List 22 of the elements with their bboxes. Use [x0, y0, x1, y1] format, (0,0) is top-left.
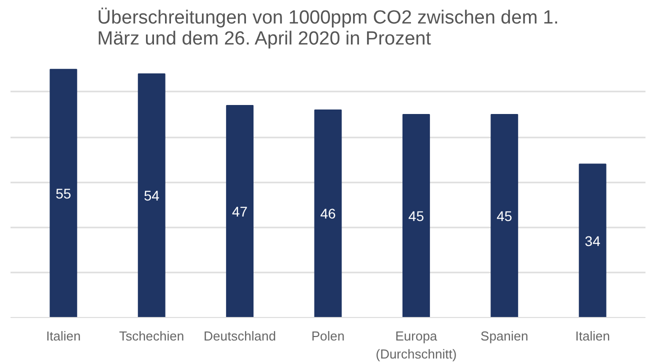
bar [490, 114, 518, 318]
x-tick-label: Italien [46, 328, 81, 344]
data-label: 45 [496, 208, 512, 224]
x-tick-label: Italien [575, 328, 610, 344]
bar [578, 164, 606, 318]
bar [226, 104, 254, 318]
x-tick-label: Deutschland [204, 328, 276, 344]
x-tick-label: Europa (Durchschnitt) [376, 328, 457, 362]
x-tick-label: Polen [311, 328, 345, 344]
data-label: 54 [144, 188, 160, 204]
data-label: 45 [408, 208, 424, 224]
data-label: 47 [232, 203, 248, 220]
x-tick-label: Spanien [480, 328, 528, 344]
bar [314, 109, 342, 318]
data-label: 55 [56, 185, 72, 202]
bar [402, 114, 430, 318]
chart-title: Überschreitungen von 1000ppm CO2 zwischen dem 1. März und dem 26. April 2020 in Prozent [97, 8, 559, 50]
bar [50, 68, 78, 318]
data-label: 34 [584, 232, 601, 249]
bar [138, 73, 166, 318]
x-tick-label: Tschechien [119, 328, 184, 344]
data-label: 46 [320, 206, 336, 222]
